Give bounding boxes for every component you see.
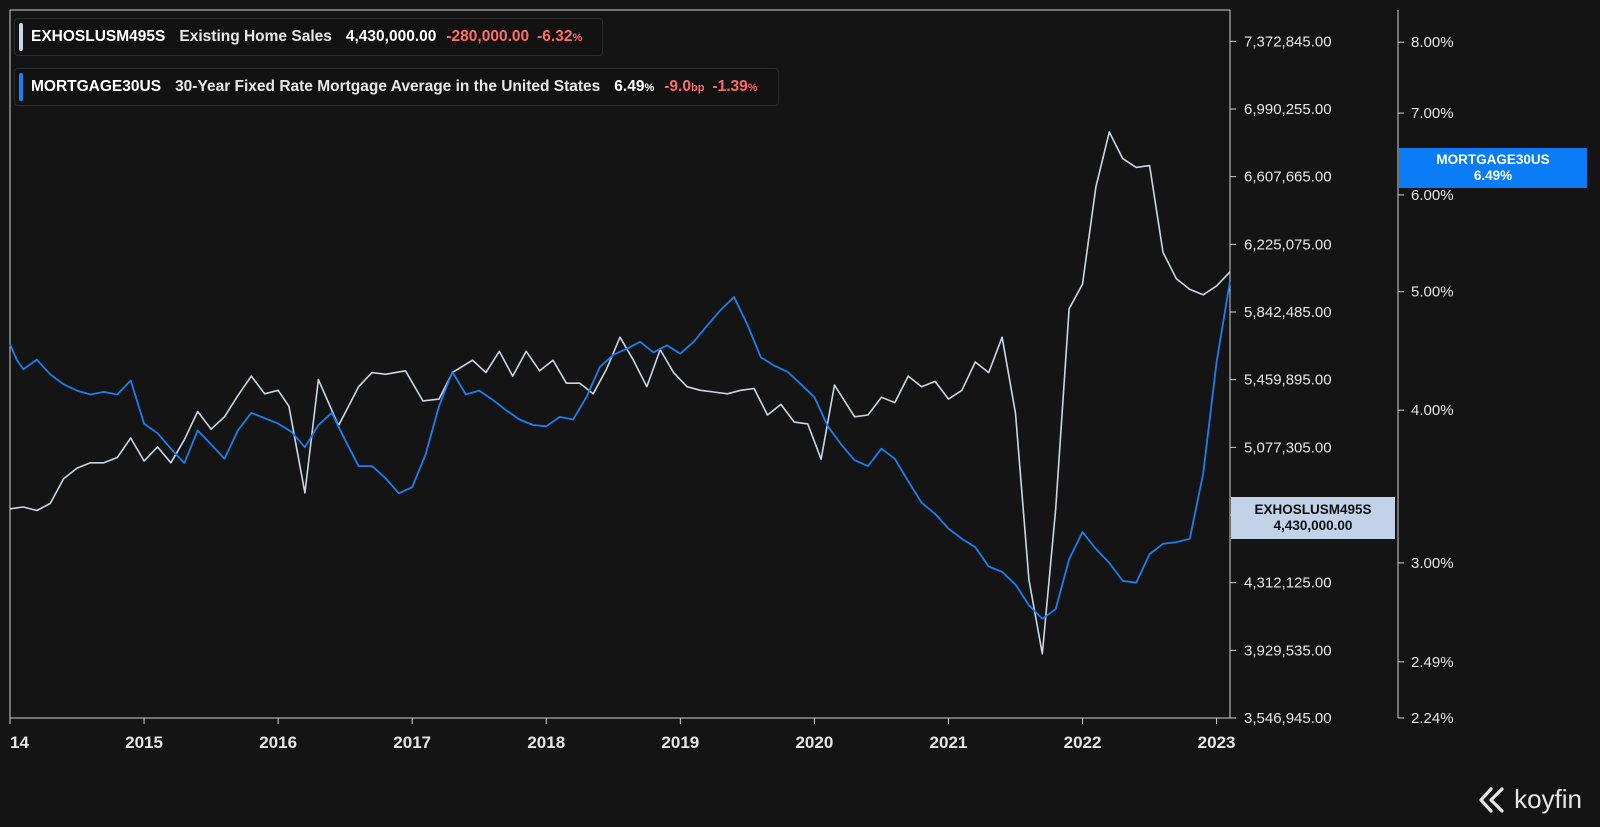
legend-series-name: 30-Year Fixed Rate Mortgage Average in t… [175,78,601,95]
legend-series-name: Existing Home Sales [179,28,332,45]
legend-change: -280,000.00 [446,28,530,45]
legend-change: -9.0bp [664,78,705,95]
x-axis-tick-label: 2022 [1064,733,1102,752]
legend-value: 6.49% [614,78,655,95]
right-axis-tick-label: 7.00% [1411,105,1454,122]
series-line-exhoslusm495s [9,131,1231,655]
right-axis-tick-label: 2.24% [1411,710,1454,727]
right-axis-tick-label: 6.00% [1411,187,1454,204]
tag-value: 6.49% [1473,168,1513,183]
tag-ticker: EXHOSLUSM495S [1254,502,1372,517]
x-axis-tick-label: 2021 [930,733,968,752]
left-axis-tick-label: 5,459,895.00 [1244,372,1332,389]
tag-value: 4,430,000.00 [1273,518,1353,533]
legend-ticker: MORTGAGE30US [31,78,162,95]
series-line-mortgage30us [9,281,1231,620]
legend-ticker: EXHOSLUSM495S [31,28,166,45]
x-axis-tick-label: 14 [10,733,29,752]
legend-percent-change: -1.39% [712,78,758,95]
left-axis-tick-label: 6,607,665.00 [1244,169,1332,186]
x-axis-tick-label: 2016 [259,733,297,752]
x-axis-tick-label: 2015 [125,733,163,752]
legend-swatch [19,23,23,51]
x-axis-tick-label: 2018 [527,733,565,752]
left-axis-tick-label: 5,077,305.00 [1244,439,1332,456]
left-axis-tick-label: 7,372,845.00 [1244,33,1332,50]
legend-existing-home-sales[interactable]: EXHOSLUSM495S Existing Home Sales 4,430,… [14,18,604,56]
left-axis-tick-label: 6,225,075.00 [1244,236,1332,253]
koyfin-logo-icon [1479,786,1504,813]
x-axis-tick-label: 2019 [661,733,699,752]
x-axis-tick-label: 2020 [795,733,833,752]
tag-ticker: MORTGAGE30US [1436,152,1550,167]
left-axis-tick-label: 6,990,255.00 [1244,101,1332,118]
sales-price-tag: EXHOSLUSM495S 4,430,000.00 [1231,497,1395,539]
legend-value: 4,430,000.00 [345,28,437,45]
series-layer [9,131,1231,655]
right-axis-tick-label: 5.00% [1411,284,1454,301]
right-axis-tick-label: 4.00% [1411,402,1454,419]
right-axis-tick-label: 2.49% [1411,654,1454,671]
logo-text: koyfin [1514,784,1582,814]
x-axis-tick-label: 2017 [393,733,431,752]
plot-frame [9,9,1399,719]
left-axis-tick-label: 4,312,125.00 [1244,575,1332,592]
right-axis-tick-label: 3.00% [1411,555,1454,572]
legend-mortgage-rate[interactable]: MORTGAGE30US 30-Year Fixed Rate Mortgage… [14,68,779,106]
right-axis-tick-label: 8.00% [1411,34,1454,51]
koyfin-logo: koyfin [1478,784,1582,815]
legend-swatch [19,73,23,101]
axes-layer: 3,546,945.003,929,535.004,312,125.004,69… [9,33,1454,752]
left-axis-tick-label: 5,842,485.00 [1244,304,1332,321]
left-axis-tick-label: 3,546,945.00 [1244,710,1332,727]
left-axis-tick-label: 3,929,535.00 [1244,642,1332,659]
mortgage-price-tag: MORTGAGE30US 6.49% [1399,148,1587,188]
x-axis-tick-label: 2023 [1198,733,1236,752]
legend-percent-change: -6.32% [537,28,583,45]
